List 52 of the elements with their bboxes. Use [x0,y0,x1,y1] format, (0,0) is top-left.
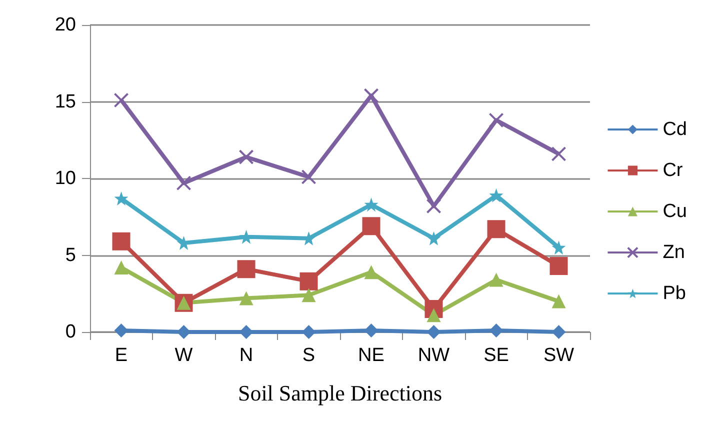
point [112,232,130,250]
point [426,325,441,339]
point [114,260,128,275]
point [426,198,442,214]
point [176,176,192,191]
x-tick-label: SW [543,345,574,366]
point [114,191,128,206]
x-tick-label: W [174,345,193,366]
point [364,198,378,212]
point [239,291,254,306]
point [551,146,566,162]
point [550,256,568,275]
legend-label: Zn [662,242,685,263]
point [489,323,504,338]
point [552,294,566,308]
point [302,325,316,339]
point [301,169,316,184]
point [362,217,380,236]
point [552,325,566,339]
x-tick-label: N [239,345,254,366]
x-tick-label: NE [358,345,384,366]
point [364,88,379,104]
point [364,323,378,338]
point [237,260,256,278]
point [364,265,378,280]
point [489,188,504,202]
point [238,150,254,165]
point [176,325,191,339]
y-tick-label: 0 [65,322,76,342]
point [487,220,506,238]
y-tick-label: 5 [65,244,76,266]
legend-label: Cd [662,119,688,140]
point [114,323,128,338]
x-tick-label: NW [418,345,450,366]
point [302,288,316,302]
y-tick-label: 20 [54,14,76,36]
y-tick-label: 10 [54,168,76,189]
point [114,92,129,108]
point [239,325,254,339]
legend-label: Cu [662,201,688,222]
point [552,240,566,255]
x-tick-label: E [114,345,128,366]
y-tick-label: 15 [54,91,76,112]
legend-label: Pb [662,283,686,304]
x-axis-title: Soil Sample Directions [238,380,442,406]
x-tick-label: SE [484,345,509,366]
point [489,272,504,287]
point [300,272,318,290]
x-tick-label: S [302,345,316,366]
legend-label: Cr [662,160,684,181]
point [426,231,441,246]
point [488,112,504,128]
